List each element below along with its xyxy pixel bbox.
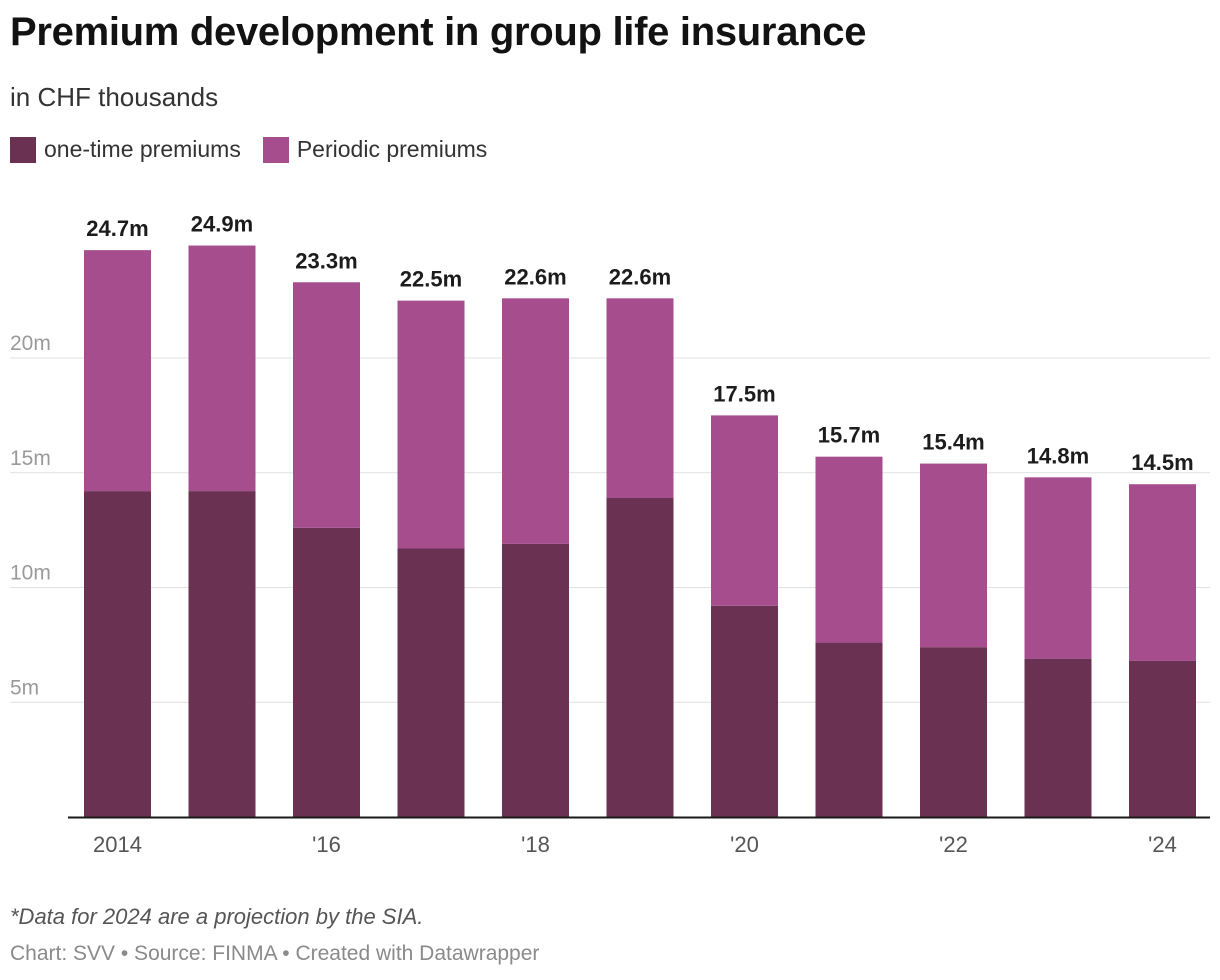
x-tick-label: '20 (730, 832, 759, 857)
total-label: 15.4m (922, 430, 984, 455)
chart-subtitle: in CHF thousands (10, 82, 219, 112)
chart-title: Premium development in group life insura… (10, 10, 867, 54)
bar-periodic (606, 298, 674, 498)
y-tick-label: 5m (10, 676, 39, 699)
x-tick-label: '18 (521, 832, 550, 857)
total-label: 14.8m (1027, 443, 1089, 468)
bar-periodic (502, 298, 569, 544)
bar-one-time (1129, 660, 1196, 817)
legend-swatch-one-time (10, 136, 36, 163)
bar-one-time (711, 605, 778, 817)
bar-one-time (84, 491, 151, 817)
bar-periodic (397, 300, 465, 549)
x-tick-label: '16 (312, 832, 341, 857)
total-label: 24.9m (191, 212, 253, 237)
bar-one-time (606, 497, 674, 817)
total-label: 17.5m (713, 381, 775, 406)
x-tick-label: '22 (939, 832, 968, 857)
x-tick-label: '24 (1148, 832, 1177, 857)
axis-layer: 5m 10m 15m 20m 2014 '16 '18 '20 '22 '24 (10, 332, 1210, 857)
bar-periodic (815, 456, 883, 643)
legend-item-one-time: one-time premiums (10, 136, 241, 163)
total-label: 14.5m (1131, 450, 1193, 475)
y-tick-label: 20m (10, 332, 51, 355)
bar-one-time (188, 491, 256, 817)
legend: one-time premiums Periodic premiums (10, 136, 487, 163)
total-label: 22.6m (609, 264, 671, 289)
total-label: 24.7m (86, 216, 148, 241)
bar-one-time (397, 548, 465, 817)
bar-periodic (711, 415, 778, 606)
total-label: 15.7m (818, 423, 880, 448)
bar-one-time (920, 647, 987, 817)
label-layer: 24.7m 24.9m 23.3m 22.5m 22.6m 22.6m 17.5m 15.7m… (86, 212, 1193, 476)
bar-one-time (293, 527, 360, 817)
bar-one-time (1024, 658, 1092, 817)
y-tick-label: 10m (10, 562, 51, 585)
bar-one-time (502, 543, 569, 817)
bar-periodic (1024, 477, 1092, 659)
total-label: 22.6m (504, 264, 566, 289)
bar-periodic (293, 282, 360, 528)
legend-label-periodic: Periodic premiums (296, 136, 488, 162)
legend-label-one-time: one-time premiums (44, 136, 241, 162)
bar-periodic (84, 250, 151, 492)
bar-chart: 24.7m 24.9m 23.3m 22.5m 22.6m 22.6m 17.5m 15.7m… (10, 212, 1210, 857)
legend-swatch-periodic (262, 136, 289, 163)
bar-periodic (188, 245, 256, 492)
total-label: 22.5m (400, 267, 462, 292)
bar-one-time (815, 642, 883, 817)
bar-periodic (920, 463, 987, 648)
footnote: *Data for 2024 are a projection by the S… (10, 904, 424, 929)
source-footer: Chart: SVV • Source: FINMA • Created wit… (10, 942, 540, 965)
y-tick-label: 15m (10, 447, 51, 470)
x-tick-label: 2014 (93, 832, 142, 857)
legend-item-periodic: Periodic premiums (262, 136, 488, 163)
bar-layer (84, 245, 1196, 817)
total-label: 23.3m (295, 248, 357, 273)
bar-periodic (1129, 484, 1196, 661)
